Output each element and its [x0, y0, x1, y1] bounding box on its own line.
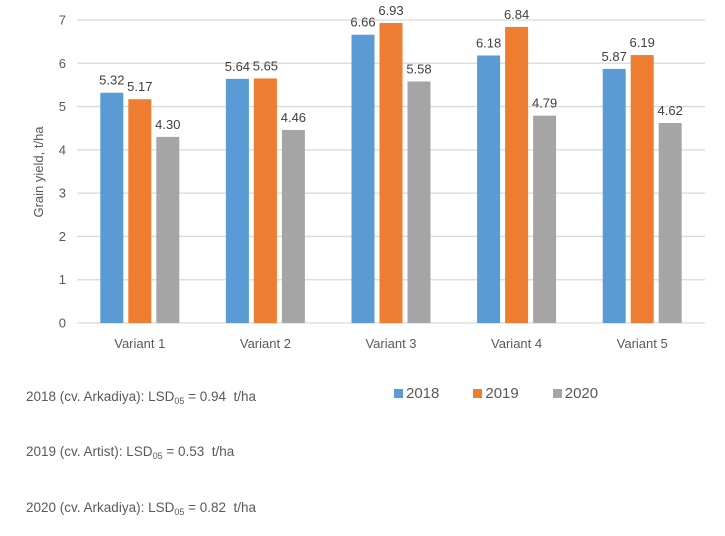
- bar-2018-variant-1: [100, 92, 124, 323]
- bar-2020-variant-3: [407, 81, 431, 323]
- x-tick-label: Variant 3: [365, 336, 416, 351]
- lsd-note-suffix: = 0.82 t/ha: [184, 499, 257, 515]
- data-label: 5.87: [602, 49, 627, 64]
- y-tick-label: 3: [59, 186, 66, 201]
- lsd-note: 2018 (cv. Arkadiya): LSD05 = 0.94 t/ha: [11, 369, 256, 425]
- y-tick-label: 0: [59, 316, 66, 331]
- legend-swatch: [552, 389, 562, 398]
- legend-swatch: [473, 389, 483, 398]
- x-tick-label: Variant 4: [491, 336, 542, 351]
- lsd-note-subscript: 05: [152, 451, 163, 461]
- data-label: 5.64: [225, 59, 250, 74]
- y-tick-label: 6: [59, 56, 66, 71]
- bar-2018-variant-3: [351, 34, 375, 324]
- legend-item-2020: 2020: [552, 385, 599, 402]
- data-label: 6.66: [350, 15, 375, 30]
- legend-label: 2018: [406, 385, 440, 402]
- data-label: 4.46: [281, 110, 306, 125]
- legend-label: 2019: [485, 385, 519, 402]
- bar-2018-variant-5: [602, 68, 626, 323]
- data-label: 4.30: [155, 117, 180, 132]
- data-label: 5.17: [127, 79, 152, 94]
- data-label: 5.58: [406, 61, 431, 76]
- data-label: 4.62: [658, 103, 683, 118]
- lsd-note-prefix: 2019 (cv. Artist): LSD: [26, 444, 153, 459]
- y-tick-label: 4: [59, 142, 66, 157]
- bar-2019-variant-1: [128, 99, 152, 323]
- bar-2018-variant-4: [477, 55, 501, 323]
- y-tick-label: 1: [59, 272, 66, 287]
- data-label: 5.32: [99, 73, 124, 88]
- legend: 2018 2019 2020: [394, 385, 598, 402]
- lsd-note-prefix: 2020 (cv. Arkadiya): LSD: [26, 499, 175, 515]
- bar-2020-variant-4: [533, 115, 557, 323]
- legend-swatch: [394, 389, 403, 398]
- lsd-note-suffix: = 0.53 t/ha: [162, 444, 235, 459]
- data-label: 6.84: [504, 7, 529, 22]
- bar-2019-variant-4: [505, 26, 529, 323]
- bar-2020-variant-1: [156, 136, 180, 323]
- data-label: 4.79: [532, 96, 557, 111]
- lsd-note-suffix: = 0.94 t/ha: [184, 388, 257, 404]
- x-axis-ticks: Variant 1 Variant 2 Variant 3 Variant 4 Vari…: [114, 336, 667, 351]
- bar-2020-variant-2: [281, 129, 305, 323]
- bar-chart: 0 1 2 3 4 5 6 7 5.32 5.17 4.30 5.64 5.65 4.46 6.666.9…: [31, 3, 705, 351]
- lsd-note-prefix: 2018 (cv. Arkadiya): LSD: [26, 388, 175, 404]
- legend-item-2018: 2018: [394, 385, 439, 402]
- lsd-annotations: 2018 (cv. Arkadiya): LSD05 = 0.94 t/ha 2…: [11, 369, 256, 536]
- legend-label: 2020: [564, 385, 599, 402]
- lsd-note-subscript: 05: [174, 395, 185, 406]
- bars: [100, 23, 682, 324]
- x-tick-label: Variant 2: [240, 336, 291, 351]
- lsd-note-subscript: 05: [174, 506, 185, 517]
- y-axis-label: Grain yield, t/ha: [31, 126, 46, 218]
- bar-2018-variant-2: [225, 78, 249, 324]
- data-label: 6.19: [630, 35, 655, 50]
- y-axis-ticks: 0 1 2 3 4 5 6 7: [59, 13, 66, 331]
- bar-2019-variant-3: [379, 23, 403, 324]
- y-tick-label: 5: [59, 99, 66, 114]
- legend-item-2019: 2019: [473, 385, 519, 402]
- x-tick-label: Variant 1: [114, 336, 165, 351]
- lsd-note: 2020 (cv. Arkadiya): LSD05 = 0.82 t/ha: [11, 480, 256, 536]
- lsd-note: 2019 (cv. Artist): LSD05 = 0.53 t/ha: [11, 425, 256, 481]
- y-tick-label: 7: [59, 13, 66, 28]
- bar-2020-variant-5: [658, 123, 682, 324]
- data-label: 6.93: [378, 3, 403, 18]
- bar-2019-variant-5: [630, 55, 654, 323]
- bar-2019-variant-2: [253, 78, 277, 323]
- y-tick-label: 2: [59, 229, 66, 244]
- data-labels: 5.32 5.17 4.30 5.64 5.65 4.46 6.666.93 5.58 6.18…: [99, 3, 683, 132]
- x-tick-label: Variant 5: [617, 336, 668, 351]
- data-label: 6.18: [476, 35, 501, 50]
- data-label: 5.65: [253, 58, 278, 73]
